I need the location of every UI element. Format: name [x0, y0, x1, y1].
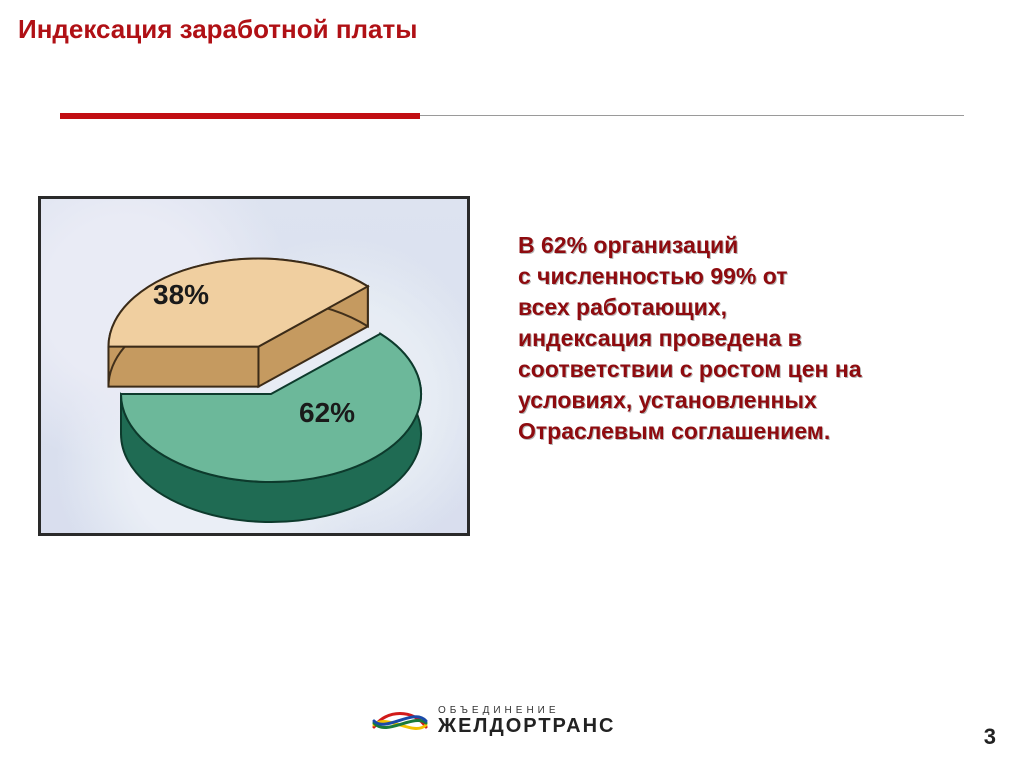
divider: [60, 115, 964, 123]
pie-chart-frame: 38% 62%: [38, 196, 470, 536]
pie-slice-label-1: 62%: [299, 397, 355, 429]
divider-bold: [60, 113, 420, 119]
slide-root: Индексация заработной платы 38% 62% В 62…: [0, 0, 1024, 768]
body-paragraph: В 62% организацийс численностью 99% отвс…: [518, 230, 988, 447]
logo-text: ОБЪЕДИНЕНИЕ ЖЕЛДОРТРАНС: [438, 706, 615, 736]
page-number: 3: [984, 724, 996, 750]
footer-logo: ОБЪЕДИНЕНИЕ ЖЕЛДОРТРАНС: [372, 694, 652, 748]
slide-title: Индексация заработной платы: [18, 14, 417, 45]
pie-slice-label-0: 38%: [153, 279, 209, 311]
pie-chart: [41, 199, 470, 536]
logo-mark-icon: [372, 703, 428, 739]
logo-bottom-text: ЖЕЛДОРТРАНС: [438, 716, 615, 736]
